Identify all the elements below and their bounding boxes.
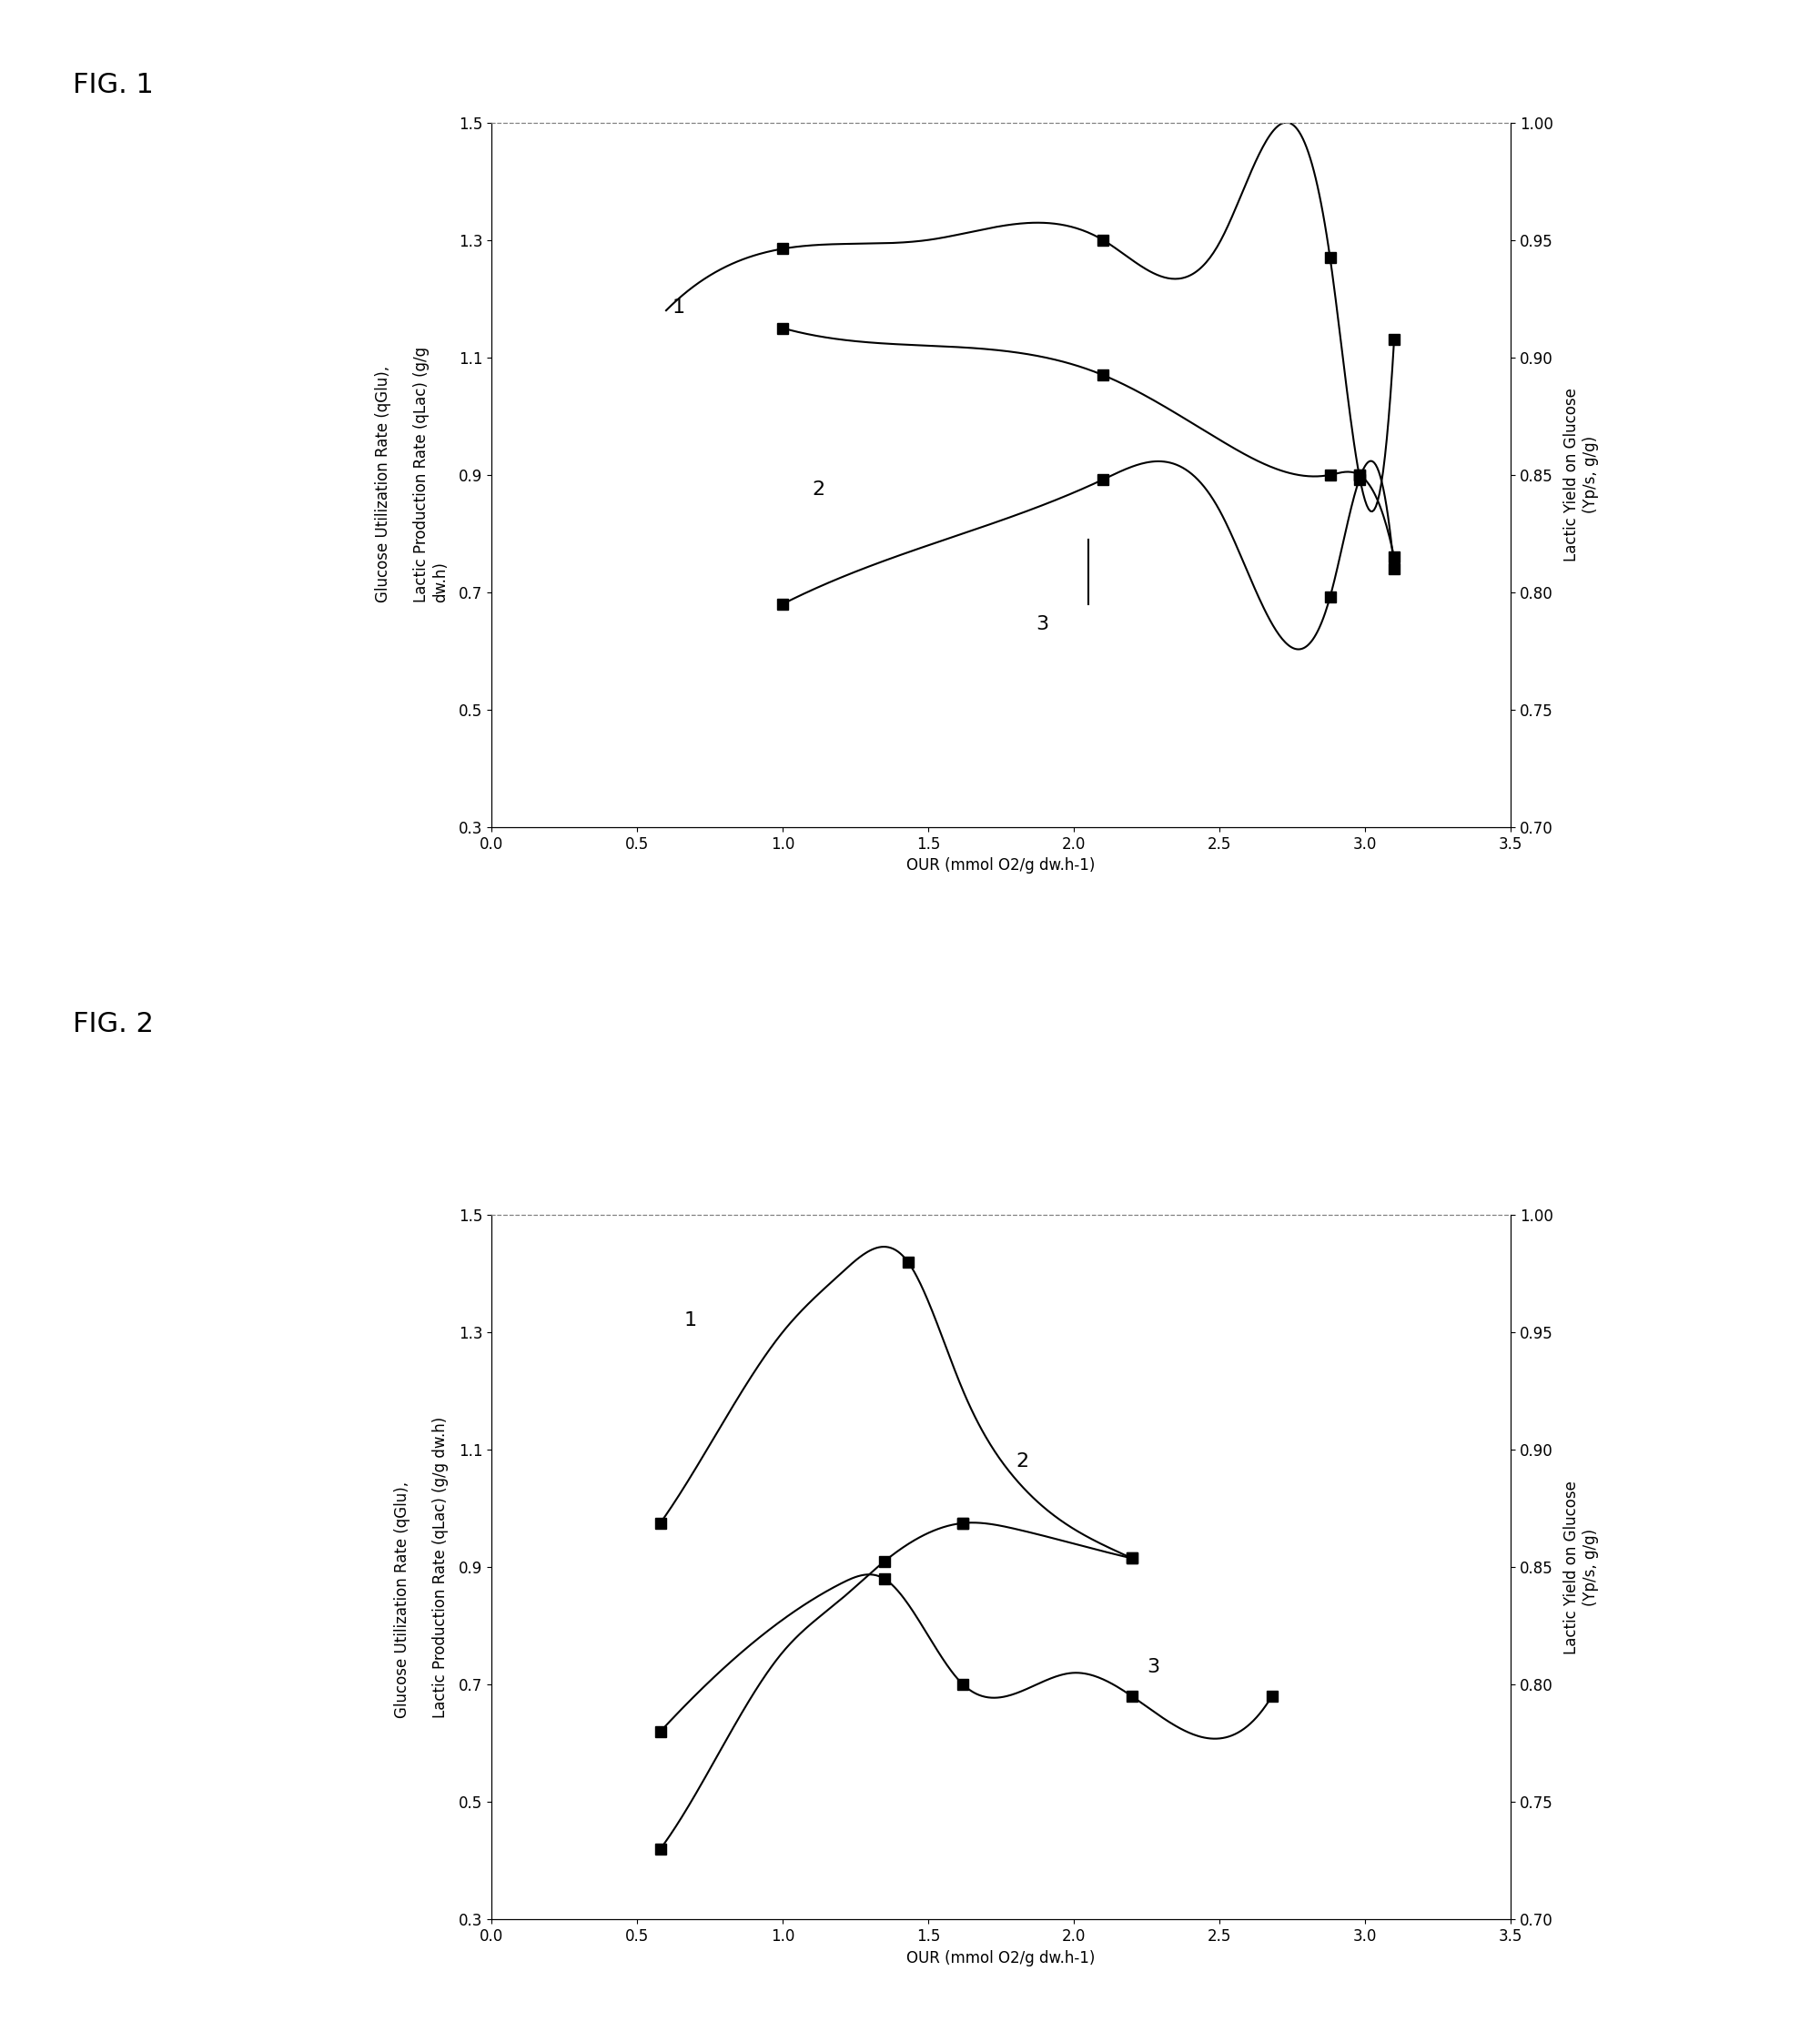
Text: 2: 2 <box>1016 1452 1028 1470</box>
X-axis label: OUR (mmol O2/g dw.h-1): OUR (mmol O2/g dw.h-1) <box>906 1950 1096 1966</box>
Text: 1: 1 <box>684 1311 697 1329</box>
Text: 3: 3 <box>1147 1658 1159 1676</box>
Y-axis label: Lactic Yield on Glucose
(Yp/s, g/g): Lactic Yield on Glucose (Yp/s, g/g) <box>1563 1480 1598 1654</box>
Text: 2: 2 <box>812 480 824 498</box>
Y-axis label: Glucose Utilization Rate (qGlu),

Lactic Production Rate (qLac) (g/g dw.h): Glucose Utilization Rate (qGlu), Lactic … <box>395 1417 448 1717</box>
X-axis label: OUR (mmol O2/g dw.h-1): OUR (mmol O2/g dw.h-1) <box>906 858 1096 874</box>
Y-axis label: Lactic Yield on Glucose
(Yp/s, g/g): Lactic Yield on Glucose (Yp/s, g/g) <box>1563 388 1598 562</box>
Text: 1: 1 <box>672 298 684 317</box>
Text: FIG. 2: FIG. 2 <box>73 1011 153 1037</box>
Text: 3: 3 <box>1036 615 1048 633</box>
Y-axis label: Glucose Utilization Rate (qGlu),

Lactic Production Rate (qLac) (g/g
dw.h): Glucose Utilization Rate (qGlu), Lactic … <box>375 347 448 602</box>
Text: FIG. 1: FIG. 1 <box>73 71 153 98</box>
